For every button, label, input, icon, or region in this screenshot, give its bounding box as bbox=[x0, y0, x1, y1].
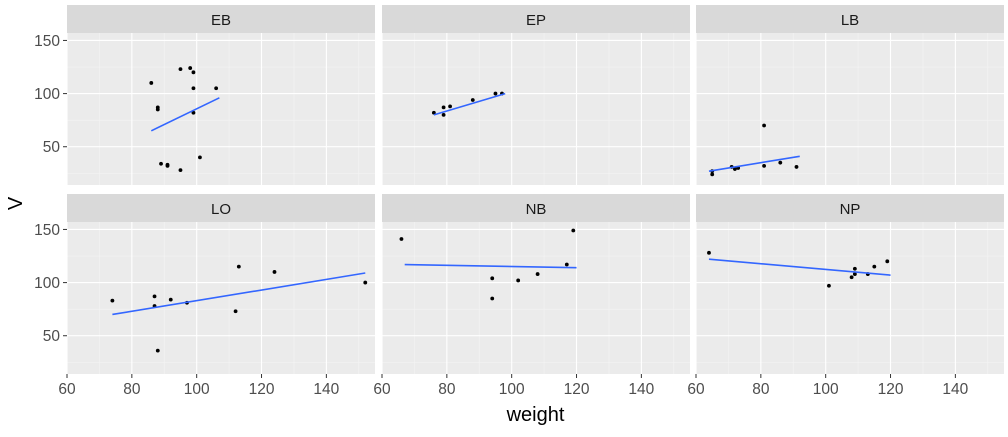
y-tick-label: 50 bbox=[43, 139, 61, 156]
facet-panel bbox=[67, 33, 375, 185]
data-point bbox=[188, 66, 193, 70]
data-point bbox=[152, 294, 157, 299]
data-point bbox=[441, 105, 446, 110]
facet-panel bbox=[67, 222, 375, 374]
x-tick-label: 60 bbox=[58, 381, 76, 398]
data-point bbox=[794, 165, 799, 169]
data-point bbox=[214, 86, 219, 91]
data-point bbox=[707, 250, 711, 255]
data-point bbox=[191, 110, 196, 115]
data-point bbox=[762, 163, 766, 168]
x-tick-label: 120 bbox=[249, 381, 275, 398]
facet-strip-label: NP bbox=[840, 201, 861, 218]
fit-line bbox=[112, 272, 366, 316]
x-axis-title: weight bbox=[506, 404, 565, 426]
data-point bbox=[778, 160, 783, 165]
x-tick-label: 140 bbox=[313, 381, 339, 398]
x-tick-label: 80 bbox=[438, 381, 456, 398]
data-point bbox=[272, 270, 277, 274]
data-point bbox=[493, 91, 498, 96]
y-axis-title: V bbox=[5, 196, 27, 210]
facet-strip bbox=[382, 5, 690, 33]
facet-panel bbox=[382, 33, 690, 185]
data-point bbox=[872, 264, 877, 269]
x-tick-label: 120 bbox=[564, 381, 590, 398]
data-point bbox=[431, 110, 436, 115]
data-point bbox=[198, 155, 202, 160]
facet-strip-label: LB bbox=[841, 12, 859, 29]
y-tick-label: 100 bbox=[34, 86, 60, 103]
facet-strip bbox=[382, 194, 690, 222]
facet-strip bbox=[67, 194, 375, 222]
facet-panel bbox=[696, 33, 1004, 185]
x-tick-label: 100 bbox=[184, 381, 210, 398]
x-tick-label: 80 bbox=[752, 381, 770, 398]
facet-panel bbox=[696, 222, 1004, 374]
fit-line bbox=[708, 258, 891, 276]
data-point bbox=[448, 104, 452, 109]
data-point bbox=[516, 278, 521, 283]
x-tick-label: 140 bbox=[628, 381, 654, 398]
data-point bbox=[155, 107, 160, 112]
data-point bbox=[168, 297, 173, 302]
y-tick-label: 150 bbox=[34, 33, 60, 50]
fit-line bbox=[150, 97, 220, 132]
data-point bbox=[191, 70, 196, 75]
facet-strip bbox=[696, 194, 1004, 222]
data-point bbox=[733, 167, 737, 171]
data-point bbox=[178, 67, 183, 72]
data-point bbox=[236, 264, 241, 269]
facet-strip-label: LO bbox=[211, 201, 231, 218]
facet-panel bbox=[382, 222, 690, 374]
data-point bbox=[363, 280, 368, 285]
data-point bbox=[564, 262, 569, 267]
data-point bbox=[159, 161, 163, 166]
facet-strip-label: EP bbox=[526, 12, 546, 29]
data-point bbox=[233, 309, 238, 314]
fit-line bbox=[708, 155, 800, 172]
data-point bbox=[470, 98, 475, 102]
x-tick-label: 100 bbox=[499, 381, 525, 398]
data-point bbox=[441, 112, 446, 117]
data-point bbox=[571, 228, 576, 233]
x-tick-label: 80 bbox=[123, 381, 141, 398]
y-tick-label: 100 bbox=[34, 275, 60, 292]
data-point bbox=[535, 272, 540, 276]
data-point bbox=[710, 172, 715, 177]
fit-line bbox=[433, 92, 506, 116]
data-point bbox=[852, 266, 857, 271]
data-point bbox=[155, 348, 160, 353]
y-tick-label: 50 bbox=[43, 328, 61, 345]
data-point bbox=[149, 81, 154, 85]
x-tick-label: 120 bbox=[878, 381, 904, 398]
data-point bbox=[191, 86, 196, 91]
data-point bbox=[490, 276, 495, 281]
data-point bbox=[110, 298, 115, 303]
data-point bbox=[885, 259, 890, 264]
facet-strip bbox=[67, 5, 375, 33]
data-point bbox=[827, 283, 831, 288]
data-point bbox=[762, 123, 766, 128]
data-point bbox=[852, 272, 857, 276]
x-tick-label: 100 bbox=[813, 381, 839, 398]
data-point bbox=[165, 163, 170, 168]
facet-strip-label: EB bbox=[211, 12, 231, 29]
facet-strip-label: NB bbox=[526, 201, 547, 218]
data-point bbox=[178, 168, 183, 173]
x-tick-label: 60 bbox=[373, 381, 391, 398]
facet-strip bbox=[696, 5, 1004, 33]
data-point bbox=[849, 275, 854, 280]
fit-line bbox=[404, 263, 577, 269]
x-tick-label: 140 bbox=[942, 381, 968, 398]
y-tick-label: 150 bbox=[34, 222, 60, 239]
data-point bbox=[399, 237, 404, 241]
x-tick-label: 60 bbox=[687, 381, 705, 398]
data-point bbox=[490, 296, 495, 301]
